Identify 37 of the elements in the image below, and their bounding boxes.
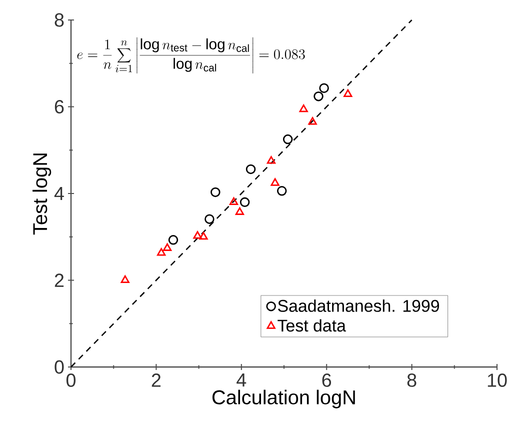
point <box>120 275 130 284</box>
point <box>168 235 178 245</box>
annotation: $e=\frac{1}{n}\sum_{i=1}^{n}\left|\frac{\log n_{\mathrm{test}}-\log n_{\mathrm{cal}}}{\log n_{\mathrm{cal}}}\right|=0.083$ <box>77 37 305 74</box>
y-axis-title: Test logN <box>32 154 52 235</box>
x-tick-label: 4 <box>236 374 246 387</box>
x-axis-title: Calculation logN <box>212 390 355 408</box>
point <box>282 134 293 144</box>
point <box>210 187 220 198</box>
x-tick-label: 0 <box>66 374 76 387</box>
point <box>344 89 352 97</box>
legend-label: Test data <box>278 319 346 332</box>
x-tick-label: 6 <box>322 374 332 387</box>
point <box>299 104 308 112</box>
point <box>266 156 276 164</box>
point <box>199 232 208 240</box>
point <box>308 117 317 125</box>
point <box>246 164 256 174</box>
point <box>193 231 202 239</box>
point <box>204 214 214 224</box>
x-tick-label: 10 <box>488 374 507 387</box>
point <box>314 91 324 102</box>
point <box>229 197 238 205</box>
point <box>162 243 172 251</box>
y-tick-label: 4 <box>54 187 64 200</box>
point <box>319 83 329 93</box>
point <box>235 207 244 215</box>
y-tick-label: 8 <box>54 13 64 27</box>
point <box>276 186 287 196</box>
point <box>156 248 166 256</box>
y-tick-label: 0 <box>54 360 64 374</box>
point <box>240 197 250 208</box>
legend-label: Saadatmanesh. 1999 <box>278 299 440 312</box>
y-tick-label: 6 <box>54 100 64 114</box>
point <box>270 178 280 186</box>
x-tick-label: 8 <box>407 374 416 387</box>
y-tick-label: 2 <box>54 274 64 287</box>
x-tick-label: 2 <box>152 374 161 387</box>
